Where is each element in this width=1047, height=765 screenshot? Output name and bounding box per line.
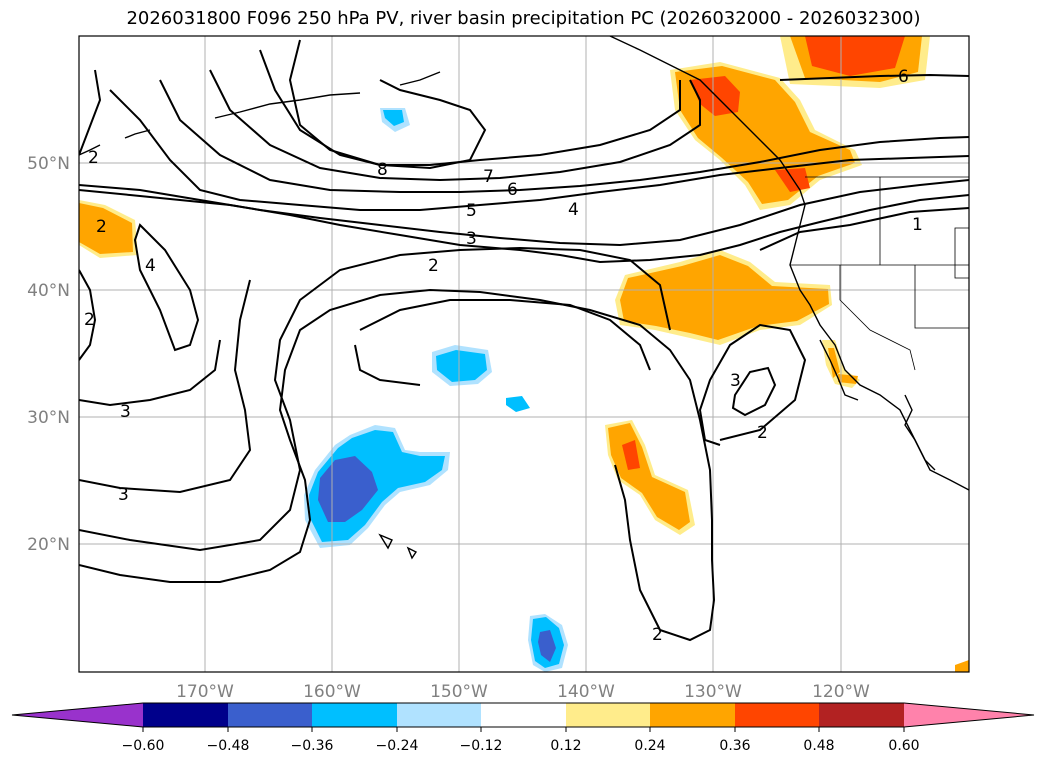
contour-label: 6 (898, 67, 909, 87)
colorbar-tick-label: 0.12 (550, 738, 581, 754)
colorbar-segment (397, 703, 481, 727)
lon-label: 150°W (430, 682, 488, 702)
lon-label: 140°W (557, 682, 615, 702)
colorbar-segment (312, 703, 397, 727)
contour-label: 7 (483, 167, 494, 187)
contour-label: 3 (730, 371, 741, 391)
contour-label: 3 (120, 402, 131, 422)
contour-label: 2 (757, 423, 768, 443)
colorbar-segment (228, 703, 312, 727)
lat-label: 30°N (27, 408, 70, 428)
contour-label: 2 (96, 217, 107, 237)
colorbar-extend-high (904, 703, 1034, 727)
colorbar-tick-label: −0.60 (122, 738, 165, 754)
lon-label: 120°W (812, 682, 870, 702)
contour-label: 2 (652, 625, 663, 645)
colorbar-segment (650, 703, 735, 727)
political-borders (790, 176, 969, 371)
contour-label: 3 (118, 485, 129, 505)
contour-label: 5 (466, 201, 477, 221)
colorbar-segment (143, 703, 228, 727)
colorbar: −0.60 −0.48 −0.36 −0.24 −0.12 0.12 0.24 … (11, 702, 1035, 754)
lat-label: 50°N (27, 154, 70, 174)
contour-label: 6 (507, 180, 518, 200)
colorbar-ticks (142, 727, 905, 732)
lat-label: 40°N (27, 281, 70, 301)
contour-label: 2 (88, 148, 99, 168)
contour-labels: 2 2 2 3 3 4 5 6 7 8 4 3 2 1 3 2 6 2 (84, 67, 923, 645)
colorbar-segment (735, 703, 819, 727)
colorbar-extend-low (12, 703, 143, 727)
contour-label: 4 (145, 256, 156, 276)
figure-title: 2026031800 F096 250 hPa PV, river basin … (126, 8, 921, 29)
pv-contours (79, 39, 969, 642)
contour-label: 4 (568, 200, 579, 220)
contour-label: 3 (466, 229, 477, 249)
contour-label: 2 (84, 310, 95, 330)
lat-label: 20°N (27, 535, 70, 555)
contour-label: 1 (912, 215, 923, 235)
colorbar-segment (481, 703, 566, 727)
colorbar-tick-label: 0.36 (719, 738, 750, 754)
colorbar-tick-label: 0.48 (803, 738, 834, 754)
colorbar-tick-label: −0.36 (291, 738, 334, 754)
contour-label: 8 (377, 160, 388, 180)
latitude-labels: 50°N 40°N 30°N 20°N (27, 154, 70, 555)
colorbar-tick-label: 0.60 (888, 738, 919, 754)
map-area: 2 2 2 3 3 4 5 6 7 8 4 3 2 1 3 2 6 2 (79, 36, 969, 672)
lon-label: 130°W (684, 682, 742, 702)
precip-negative-shading (304, 108, 568, 672)
colorbar-tick-label: 0.24 (634, 738, 665, 754)
longitude-labels: 170°W 160°W 150°W 140°W 130°W 120°W (176, 682, 870, 702)
lon-label: 160°W (303, 682, 361, 702)
colorbar-tick-label: −0.48 (207, 738, 250, 754)
contour-label: 2 (428, 256, 439, 276)
lon-label: 170°W (176, 682, 234, 702)
colorbar-segment (566, 703, 650, 727)
colorbar-segment (819, 703, 904, 727)
colorbar-tick-label: −0.12 (460, 738, 503, 754)
map-frame (78, 35, 970, 673)
colorbar-tick-label: −0.24 (376, 738, 419, 754)
